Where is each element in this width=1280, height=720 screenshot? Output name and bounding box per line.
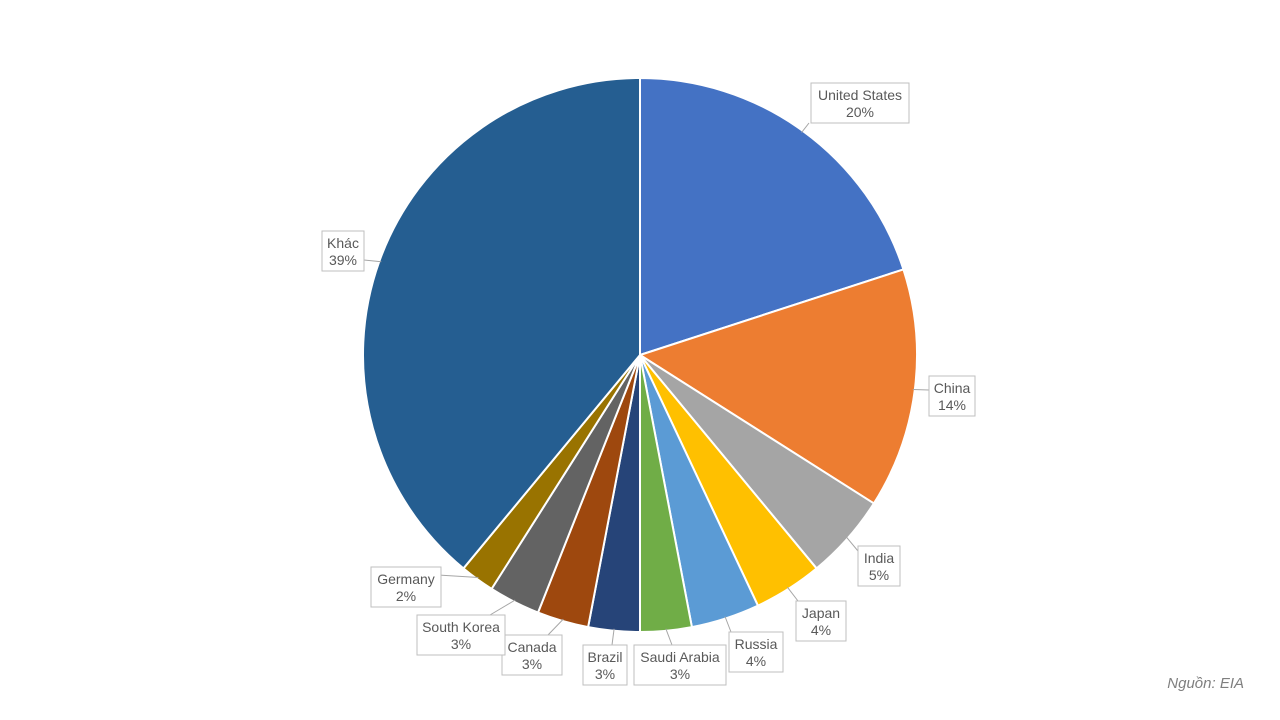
label-box: [810, 82, 910, 124]
source-note: Nguồn: EIA: [1167, 675, 1244, 692]
leader-line: [787, 586, 799, 602]
label-name: Japan: [802, 605, 840, 621]
leader-line: [665, 628, 673, 646]
label-box: [728, 631, 784, 673]
label-percent: 3%: [451, 636, 471, 652]
label-name: India: [864, 550, 895, 566]
label-percent: 5%: [869, 567, 889, 583]
leader-line: [724, 616, 732, 633]
label-percent: 3%: [595, 666, 615, 682]
label-name: Germany: [377, 571, 435, 587]
leader-line: [547, 618, 564, 636]
label-box: [928, 375, 976, 417]
label-percent: 2%: [396, 588, 416, 604]
label-name: Khác: [327, 235, 359, 251]
label-box: [416, 614, 506, 656]
leader-line: [801, 122, 810, 133]
label-box: [582, 644, 628, 686]
label-percent: 4%: [811, 622, 831, 638]
label-percent: 39%: [329, 252, 357, 268]
leader-line: [489, 599, 516, 616]
label-box: [501, 634, 563, 676]
pie-slices: [362, 77, 918, 633]
label-percent: 3%: [522, 656, 542, 672]
label-percent: 3%: [670, 666, 690, 682]
leader-line: [363, 259, 382, 263]
leader-line: [437, 574, 479, 578]
label-box: [633, 644, 727, 686]
label-name: United States: [818, 87, 902, 103]
leader-line: [912, 389, 930, 391]
label-name: Canada: [507, 639, 556, 655]
label-box: [795, 600, 847, 642]
label-name: China: [934, 380, 971, 396]
leader-line: [845, 536, 859, 552]
label-name: South Korea: [422, 619, 500, 635]
label-name: Brazil: [587, 649, 622, 665]
leader-line: [611, 628, 615, 646]
slice-labels: United States20%China14%India5%Japan4%Ru…: [321, 82, 976, 686]
label-box: [321, 230, 365, 272]
label-name: Russia: [735, 636, 778, 652]
label-percent: 20%: [846, 104, 874, 120]
label-box: [370, 566, 442, 608]
label-percent: 4%: [746, 653, 766, 669]
label-name: Saudi Arabia: [640, 649, 720, 665]
label-percent: 14%: [938, 397, 966, 413]
label-box: [857, 545, 901, 587]
